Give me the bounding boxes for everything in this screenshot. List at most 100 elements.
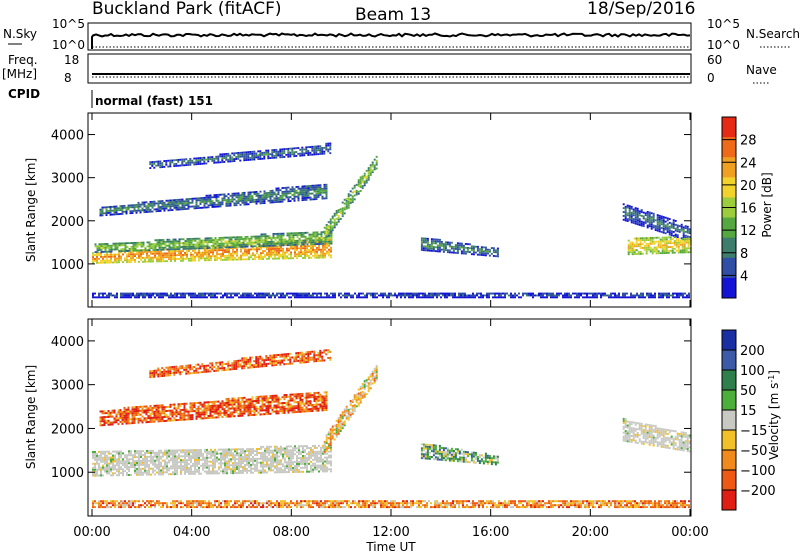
echo-cell — [502, 296, 504, 298]
echo-cell — [168, 469, 170, 471]
echo-cell — [272, 192, 274, 194]
echo-cell — [658, 296, 660, 298]
echo-cell — [151, 163, 153, 165]
echo-cell — [248, 454, 250, 456]
echo-cell — [154, 209, 156, 211]
echo-cell — [217, 241, 219, 243]
echo-cell — [648, 237, 650, 239]
echo-cell — [162, 473, 164, 475]
echo-cell — [216, 453, 218, 455]
echo-cell — [118, 460, 120, 462]
echo-cell — [242, 472, 244, 474]
echo-cell — [288, 453, 290, 455]
echo-cell — [288, 469, 290, 471]
echo-cell — [130, 474, 132, 476]
echo-cell — [457, 248, 459, 250]
echo-cell — [212, 200, 214, 202]
echo-cell — [452, 296, 454, 298]
echo-cell — [370, 168, 372, 170]
echo-cell — [424, 295, 426, 297]
echo-cell — [128, 462, 130, 464]
echo-cell — [631, 221, 633, 223]
echo-cell — [197, 163, 199, 165]
echo-cell — [323, 243, 325, 245]
echo-cell — [194, 296, 196, 298]
echo-cell — [306, 245, 308, 247]
echo-cell — [211, 237, 213, 239]
echo-cell — [198, 296, 200, 298]
echo-cell — [121, 243, 123, 245]
echo-cell — [112, 210, 114, 212]
echo-cell — [282, 197, 284, 199]
echo-cell — [554, 295, 556, 297]
echo-cell — [256, 293, 258, 295]
echo-cell — [520, 296, 522, 298]
echo-cell — [170, 201, 172, 203]
echo-cell — [160, 464, 162, 466]
echo-cell — [130, 452, 132, 454]
echo-cell — [292, 471, 294, 473]
echo-cell — [136, 210, 138, 212]
echo-cell — [485, 247, 487, 249]
echo-cell — [258, 293, 260, 295]
echo-cell — [653, 225, 655, 227]
echo-cell — [162, 466, 164, 468]
echo-cell — [166, 467, 168, 469]
echo-cell — [310, 447, 312, 449]
echo-cell — [662, 295, 664, 297]
echo-cell — [165, 243, 167, 245]
echo-cell — [270, 200, 272, 202]
echo-cell — [179, 240, 181, 242]
echo-cell — [132, 464, 134, 466]
echo-cell — [344, 295, 346, 297]
echo-cell — [180, 250, 182, 252]
echo-cell — [190, 449, 192, 451]
echo-cell — [205, 163, 207, 165]
echo-cell — [186, 453, 188, 455]
echo-cell — [376, 293, 378, 295]
echo-cell — [172, 465, 174, 467]
echo-cell — [336, 210, 338, 212]
echo-cell — [165, 162, 167, 164]
echo-cell — [304, 255, 306, 257]
echo-cell — [236, 468, 238, 470]
echo-cell — [301, 242, 303, 244]
echo-cell — [134, 468, 136, 470]
echo-cell — [280, 461, 282, 463]
echo-cell — [632, 296, 634, 298]
echo-cell — [196, 295, 198, 297]
echo-cell — [194, 205, 196, 207]
echo-cell — [142, 261, 144, 263]
echo-cell — [202, 457, 204, 459]
echo-cell — [344, 203, 346, 205]
echo-cell — [312, 251, 314, 253]
echo-cell — [182, 201, 184, 203]
echo-cell — [224, 472, 226, 474]
echo-cell — [288, 187, 290, 189]
echo-cell — [198, 469, 200, 471]
echo-cell — [262, 452, 264, 454]
echo-cell — [296, 255, 298, 257]
echo-cell — [296, 463, 298, 465]
echo-cell — [504, 295, 506, 297]
echo-cell — [108, 467, 110, 469]
echo-cell — [284, 258, 286, 260]
echo-cell — [421, 241, 423, 243]
echo-cell — [671, 223, 673, 225]
echo-cell — [197, 246, 199, 248]
echo-cell — [220, 253, 222, 255]
echo-cell — [244, 251, 246, 253]
echo-cell — [158, 462, 160, 464]
colorbar-tick-label: 24 — [740, 156, 757, 171]
echo-cell — [266, 446, 268, 448]
echo-cell — [334, 293, 336, 295]
echo-cell — [168, 254, 170, 256]
echo-cell — [144, 456, 146, 458]
echo-cell — [306, 453, 308, 455]
echo-cell — [250, 468, 252, 470]
echo-cell — [484, 295, 486, 297]
echo-cell — [304, 459, 306, 461]
echo-cell — [142, 253, 144, 255]
echo-cell — [196, 459, 198, 461]
echo-cell — [164, 450, 166, 452]
